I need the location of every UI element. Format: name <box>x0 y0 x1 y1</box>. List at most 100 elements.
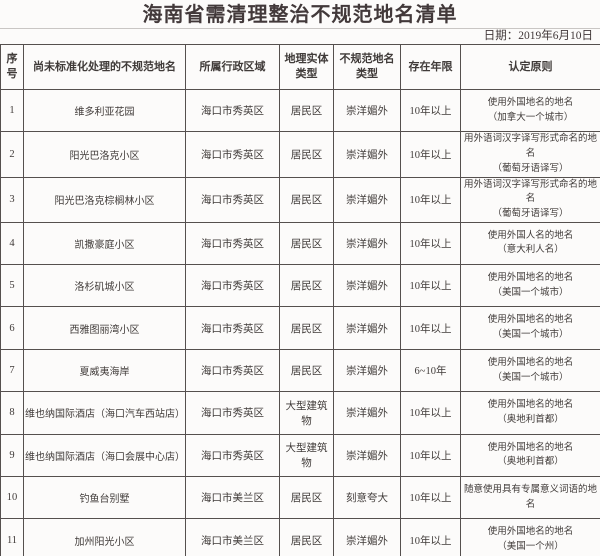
cell-nonstandard-type: 崇洋媚外 <box>333 176 401 223</box>
cell-years: 10年以上 <box>400 433 461 478</box>
cell-nonstandard-type: 崇洋媚外 <box>333 264 401 308</box>
cell-no: 3 <box>0 176 24 223</box>
place-names-table: 序号 尚未标准化处理的不规范地名 所属行政区域 地理实体类型 不规范地名类型 存… <box>0 44 600 556</box>
column-header-years: 存在年限 <box>400 44 461 90</box>
cell-principle: 使用外国地名的地名 （美国一个城市） <box>460 348 600 393</box>
cell-region: 海口市秀英区 <box>185 348 280 393</box>
cell-name: 洛杉矶城小区 <box>23 264 186 308</box>
cell-years: 10年以上 <box>400 264 461 308</box>
cell-region: 海口市美兰区 <box>185 476 280 520</box>
column-header-entity-type: 地理实体类型 <box>279 44 334 90</box>
table-row: 6 西雅图丽湾小区 海口市秀英区 居民区 崇洋媚外 10年以上 使用外国地名的地… <box>0 306 600 350</box>
column-header-name: 尚未标准化处理的不规范地名 <box>23 44 186 90</box>
cell-region: 海口市秀英区 <box>185 88 280 133</box>
table-row: 10 钓鱼台别墅 海口市美兰区 居民区 刻意夸大 10年以上 随意使用具有专属意… <box>0 476 600 520</box>
table-row: 5 洛杉矶城小区 海口市秀英区 居民区 崇洋媚外 10年以上 使用外国地名的地名… <box>0 264 600 308</box>
cell-nonstandard-type: 崇洋媚外 <box>333 518 401 556</box>
cell-region: 海口市秀英区 <box>185 131 280 178</box>
cell-entity-type: 居民区 <box>279 264 334 308</box>
cell-no: 10 <box>0 476 24 520</box>
table-row: 3 阳光巴洛克棕榈林小区 海口市秀英区 居民区 崇洋媚外 10年以上 用外语词汉… <box>0 176 600 223</box>
cell-entity-type: 居民区 <box>279 348 334 393</box>
cell-entity-type: 大型建筑物 <box>279 391 334 435</box>
cell-years: 10年以上 <box>400 176 461 223</box>
cell-principle: 使用外国地名的地名 （美国一个城市） <box>460 264 600 308</box>
cell-nonstandard-type: 崇洋媚外 <box>333 221 401 266</box>
cell-years: 6~10年 <box>400 348 461 393</box>
cell-nonstandard-type: 刻意夸大 <box>333 476 401 520</box>
cell-region: 海口市秀英区 <box>185 176 280 223</box>
cell-no: 1 <box>0 88 24 133</box>
cell-nonstandard-type: 崇洋媚外 <box>333 348 401 393</box>
date-label: 日期：2019年6月10日 <box>483 30 593 42</box>
table-row: 8 维也纳国际酒店（海口汽车西站店） 海口市秀英区 大型建筑物 崇洋媚外 10年… <box>0 391 600 435</box>
cell-no: 6 <box>0 306 24 350</box>
header-row: 序号 尚未标准化处理的不规范地名 所属行政区域 地理实体类型 不规范地名类型 存… <box>0 44 600 90</box>
cell-entity-type: 大型建筑物 <box>279 433 334 478</box>
table-row: 4 凯撒豪庭小区 海口市秀英区 居民区 崇洋媚外 10年以上 使用外国人名的地名… <box>0 221 600 266</box>
cell-region: 海口市秀英区 <box>185 391 280 435</box>
cell-name: 加州阳光小区 <box>23 518 186 556</box>
cell-name: 维多利亚花园 <box>23 88 186 133</box>
page-title: 海南省需清理整治不规范地名清单 <box>0 0 600 29</box>
cell-years: 10年以上 <box>400 131 461 178</box>
cell-years: 10年以上 <box>400 88 461 133</box>
cell-region: 海口市秀英区 <box>185 306 280 350</box>
cell-years: 10年以上 <box>400 221 461 266</box>
column-header-principle: 认定原则 <box>460 44 600 90</box>
cell-entity-type: 居民区 <box>279 221 334 266</box>
cell-no: 11 <box>0 518 24 556</box>
cell-entity-type: 居民区 <box>279 88 334 133</box>
cell-no: 7 <box>0 348 24 393</box>
cell-principle: 使用外国地名的地名 （奥地利首都） <box>460 433 600 478</box>
cell-nonstandard-type: 崇洋媚外 <box>333 306 401 350</box>
cell-entity-type: 居民区 <box>279 518 334 556</box>
cell-principle: 使用外国地名的地名 （美国一个城市） <box>460 306 600 350</box>
cell-principle: 使用外国地名的地名 （加拿大一个城市） <box>460 88 600 133</box>
cell-region: 海口市秀英区 <box>185 264 280 308</box>
cell-region: 海口市秀英区 <box>185 433 280 478</box>
cell-name: 西雅图丽湾小区 <box>23 306 186 350</box>
cell-name: 凯撒豪庭小区 <box>23 221 186 266</box>
cell-name: 维也纳国际酒店（海口会展中心店） <box>23 433 186 478</box>
cell-nonstandard-type: 崇洋媚外 <box>333 433 401 478</box>
cell-years: 10年以上 <box>400 391 461 435</box>
cell-principle: 随意使用具有专属意义词语的地名 <box>460 476 600 520</box>
cell-name: 维也纳国际酒店（海口汽车西站店） <box>23 391 186 435</box>
cell-region: 海口市美兰区 <box>185 518 280 556</box>
cell-no: 9 <box>0 433 24 478</box>
cell-years: 10年以上 <box>400 476 461 520</box>
cell-nonstandard-type: 崇洋媚外 <box>333 88 401 133</box>
cell-entity-type: 居民区 <box>279 176 334 223</box>
cell-name: 夏威夷海岸 <box>23 348 186 393</box>
cell-principle: 使用外国人名的地名 （意大利人名） <box>460 221 600 266</box>
cell-principle: 使用外国地名的地名 （美国一个州） <box>460 518 600 556</box>
table-body: 1 维多利亚花园 海口市秀英区 居民区 崇洋媚外 10年以上 使用外国地名的地名… <box>0 88 600 556</box>
cell-no: 8 <box>0 391 24 435</box>
cell-nonstandard-type: 崇洋媚外 <box>333 391 401 435</box>
cell-principle: 使用外国地名的地名 （奥地利首都） <box>460 391 600 435</box>
cell-years: 10年以上 <box>400 518 461 556</box>
cell-entity-type: 居民区 <box>279 476 334 520</box>
table-row: 11 加州阳光小区 海口市美兰区 居民区 崇洋媚外 10年以上 使用外国地名的地… <box>0 518 600 556</box>
cell-years: 10年以上 <box>400 306 461 350</box>
table-row: 9 维也纳国际酒店（海口会展中心店） 海口市秀英区 大型建筑物 崇洋媚外 10年… <box>0 433 600 478</box>
table-row: 1 维多利亚花园 海口市秀英区 居民区 崇洋媚外 10年以上 使用外国地名的地名… <box>0 88 600 133</box>
cell-name: 阳光巴洛克棕榈林小区 <box>23 176 186 223</box>
column-header-nonstandard-type: 不规范地名类型 <box>333 44 401 90</box>
cell-name: 钓鱼台别墅 <box>23 476 186 520</box>
column-header-no: 序号 <box>0 44 24 90</box>
cell-no: 5 <box>0 264 24 308</box>
table-row: 2 阳光巴洛克小区 海口市秀英区 居民区 崇洋媚外 10年以上 用外语词汉字译写… <box>0 131 600 178</box>
cell-region: 海口市秀英区 <box>185 221 280 266</box>
cell-nonstandard-type: 崇洋媚外 <box>333 131 401 178</box>
cell-entity-type: 居民区 <box>279 306 334 350</box>
cell-no: 4 <box>0 221 24 266</box>
cell-no: 2 <box>0 131 24 178</box>
cell-principle: 用外语词汉字译写形式命名的地名 （葡萄牙语译写） <box>460 176 600 223</box>
cell-name: 阳光巴洛克小区 <box>23 131 186 178</box>
column-header-region: 所属行政区域 <box>185 44 280 90</box>
cell-entity-type: 居民区 <box>279 131 334 178</box>
cell-principle: 用外语词汉字译写形式命名的地名 （葡萄牙语译写） <box>460 131 600 178</box>
